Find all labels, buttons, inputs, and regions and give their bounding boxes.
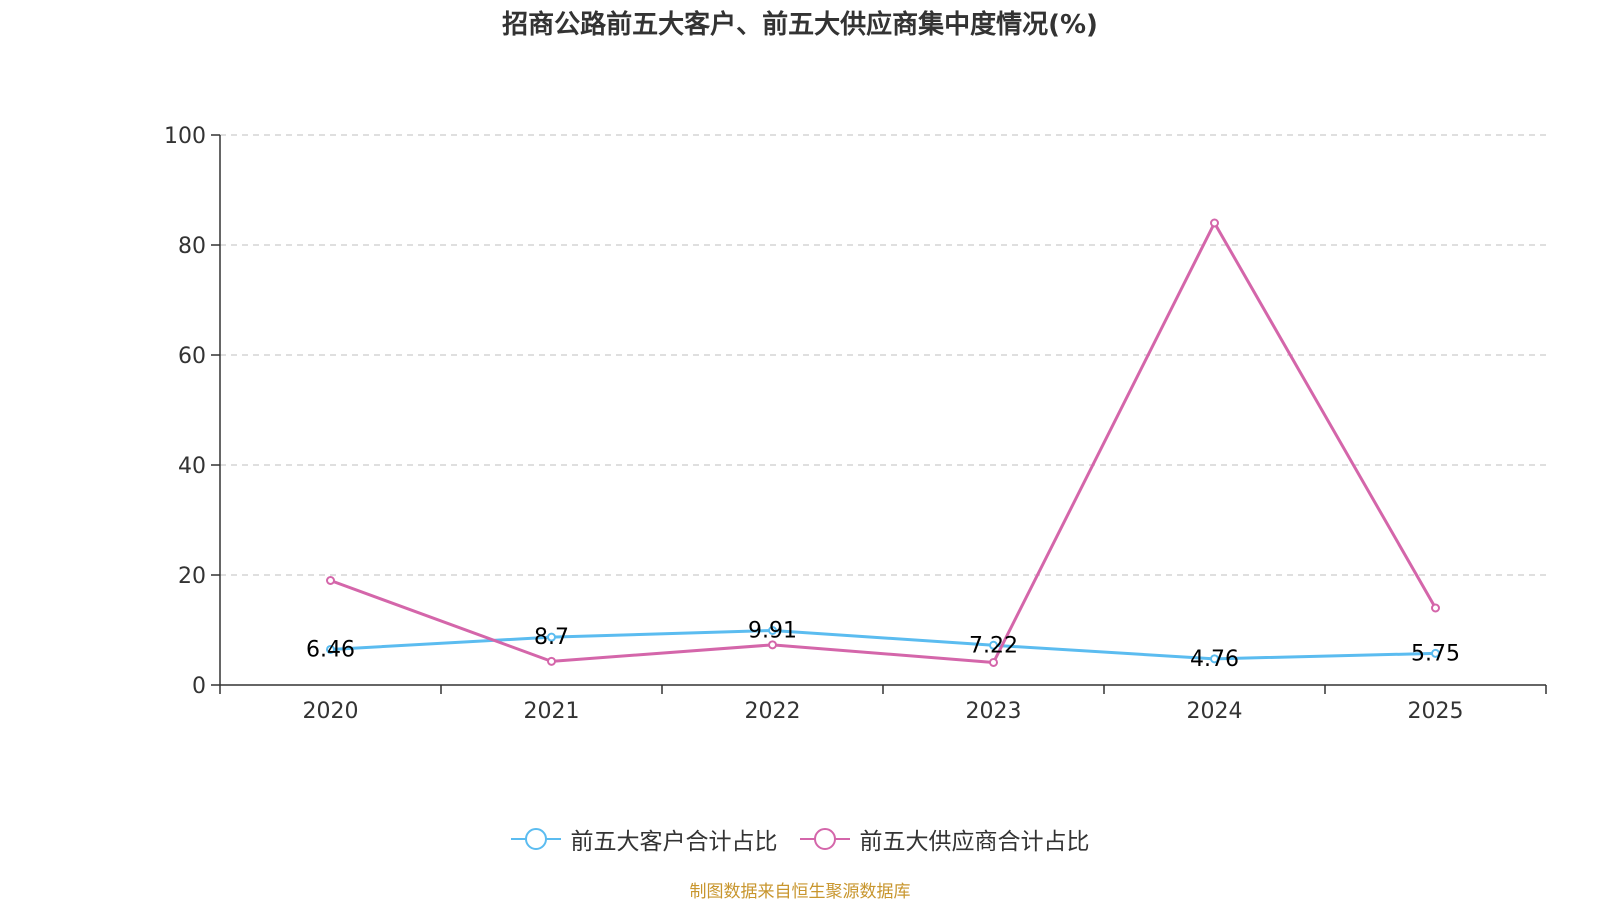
data-point[interactable] xyxy=(1210,654,1219,664)
data-point[interactable] xyxy=(547,632,556,642)
data-point[interactable] xyxy=(1431,648,1440,658)
data-point[interactable] xyxy=(547,656,556,666)
y-tick-label: 20 xyxy=(178,564,206,589)
series-line-0 xyxy=(330,628,1436,661)
legend-label: 前五大客户合计占比 xyxy=(570,829,778,855)
y-tick-label: 80 xyxy=(178,234,206,259)
data-point[interactable] xyxy=(326,576,335,585)
x-tick-label: 2025 xyxy=(1408,699,1464,724)
series xyxy=(326,218,1440,667)
legend-item-suppliers[interactable]: 前五大供应商合计占比 xyxy=(799,822,1090,856)
chart-title: 招商公路前五大客户、前五大供应商集中度情况(%) xyxy=(502,10,1098,40)
data-point[interactable] xyxy=(989,657,998,667)
data-label: 4.76 xyxy=(1190,647,1239,672)
source-note: 制图数据来自恒生聚源数据库 xyxy=(689,882,911,902)
y-tick-label: 100 xyxy=(164,124,206,149)
data-label: 7.22 xyxy=(969,633,1018,658)
data-point[interactable] xyxy=(768,625,777,635)
legend-label: 前五大供应商合计占比 xyxy=(859,829,1090,855)
data-point[interactable] xyxy=(326,644,335,654)
data-label: 6.46 xyxy=(306,637,355,662)
y-tick-label: 60 xyxy=(178,344,206,369)
legend-line-circle-icon xyxy=(799,828,850,850)
y-tick-label: 0 xyxy=(192,674,206,699)
legend-line-circle-icon xyxy=(510,828,561,850)
x-tick-label: 2022 xyxy=(745,699,801,724)
data-point[interactable] xyxy=(1210,218,1219,228)
data-label: 9.91 xyxy=(748,618,797,643)
x-tick-label: 2024 xyxy=(1187,699,1243,724)
legend-item-customers[interactable]: 前五大客户合计占比 xyxy=(510,822,778,856)
gridlines xyxy=(220,134,1546,576)
x-tick-label: 2020 xyxy=(303,699,359,724)
data-label: 8.7 xyxy=(534,625,569,650)
x-tick-label: 2021 xyxy=(524,699,580,724)
x-tick-label: 2023 xyxy=(966,699,1022,724)
data-point[interactable] xyxy=(1431,603,1440,613)
legend: 前五大客户合计占比 前五大供应商合计占比 xyxy=(0,822,1600,856)
data-point[interactable] xyxy=(989,640,998,650)
data-labels: 6.46 8.7 9.91 7.22 4.76 5.75 xyxy=(306,618,1460,671)
series-line-1 xyxy=(329,221,1437,664)
data-label: 5.75 xyxy=(1411,641,1460,666)
axes: 0 20 40 60 80 100 2020 2021 2022 2023 2024 2025 xyxy=(164,124,1547,724)
data-point[interactable] xyxy=(768,640,777,650)
y-tick-label: 40 xyxy=(178,454,206,479)
